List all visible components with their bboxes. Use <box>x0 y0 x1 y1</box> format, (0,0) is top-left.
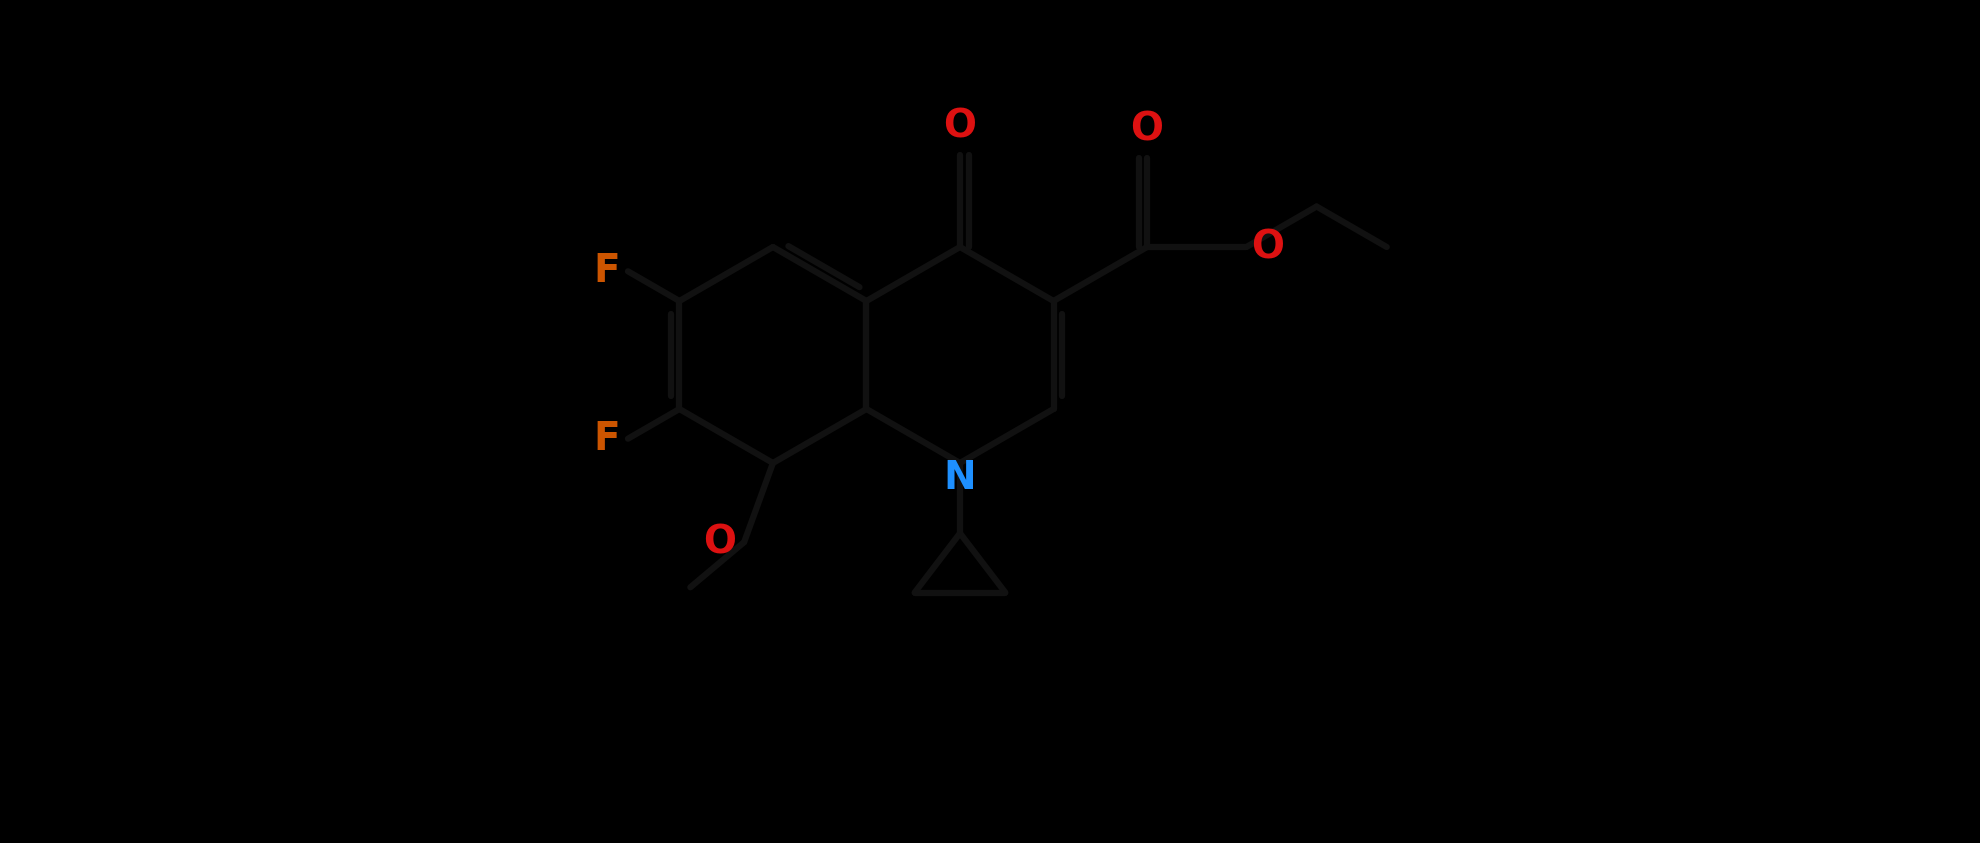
Text: O: O <box>703 524 737 561</box>
Text: O: O <box>944 107 976 145</box>
Text: F: F <box>594 252 620 290</box>
Text: N: N <box>944 459 976 497</box>
Text: O: O <box>1251 228 1285 266</box>
Text: F: F <box>594 420 620 458</box>
Text: O: O <box>1131 110 1164 148</box>
